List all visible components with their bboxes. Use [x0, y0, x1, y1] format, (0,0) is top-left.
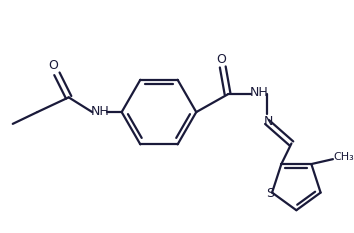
Text: NH: NH — [91, 105, 109, 118]
Text: O: O — [48, 59, 58, 72]
Text: N: N — [264, 115, 274, 128]
Text: O: O — [216, 53, 226, 66]
Text: S: S — [266, 187, 274, 200]
Text: CH₃: CH₃ — [333, 152, 354, 162]
Text: NH: NH — [250, 86, 268, 99]
